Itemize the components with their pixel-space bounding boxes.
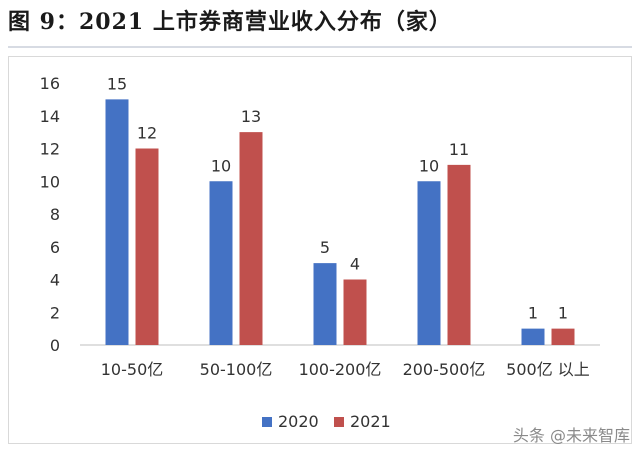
data-label-2021: 12 <box>137 124 157 143</box>
data-label-2021: 13 <box>241 107 261 126</box>
bar-2020 <box>105 99 129 345</box>
x-category-label: 200-500亿 <box>403 360 486 379</box>
x-category-label: 100-200亿 <box>299 360 382 379</box>
data-label-2021: 4 <box>350 255 360 274</box>
bar-2020 <box>521 328 545 345</box>
x-category-label: 50-100亿 <box>200 360 273 379</box>
bar-2020 <box>417 181 441 345</box>
y-tick-label: 12 <box>40 140 60 159</box>
bar-2021 <box>551 328 575 345</box>
data-label-2021: 1 <box>558 304 568 323</box>
bar-2021 <box>239 132 263 345</box>
y-tick-label: 10 <box>40 172 60 191</box>
legend-swatch-2020 <box>262 417 272 427</box>
x-category-label: 500亿 以上 <box>506 360 590 379</box>
y-tick-label: 8 <box>50 205 60 224</box>
chart-frame <box>8 56 632 444</box>
y-tick-label: 6 <box>50 238 60 257</box>
bar-2021 <box>343 279 367 345</box>
y-tick-label: 14 <box>40 107 60 126</box>
y-tick-label: 16 <box>40 74 60 93</box>
data-label-2020: 15 <box>107 74 127 93</box>
y-tick-label: 4 <box>50 271 60 290</box>
data-label-2021: 11 <box>449 140 469 159</box>
data-label-2020: 5 <box>320 238 330 257</box>
legend-label-2021: 2021 <box>350 412 391 431</box>
data-label-2020: 1 <box>528 304 538 323</box>
data-label-2020: 10 <box>419 156 439 175</box>
chart-title: 图 9：2021 上市券商营业收入分布（家） <box>8 9 452 35</box>
watermark: 头条 @未来智库 <box>512 426 630 445</box>
x-category-label: 10-50亿 <box>101 360 164 379</box>
data-label-2020: 10 <box>211 156 231 175</box>
y-tick-label: 0 <box>50 336 60 355</box>
bar-2021 <box>447 164 471 345</box>
title-divider <box>8 46 632 48</box>
bar-2020 <box>209 181 233 345</box>
bar-2020 <box>313 263 337 345</box>
legend-swatch-2021 <box>334 417 344 427</box>
bar-2021 <box>135 148 159 345</box>
y-tick-label: 2 <box>50 303 60 322</box>
legend-label-2020: 2020 <box>278 412 319 431</box>
